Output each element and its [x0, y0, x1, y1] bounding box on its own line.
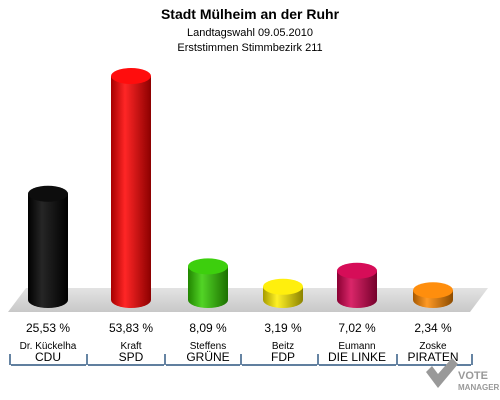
- party-label: GRÜNE: [186, 350, 229, 364]
- bar-die-linke: [337, 262, 377, 308]
- chart-title: Stadt Mülheim an der Ruhr: [161, 6, 340, 22]
- value-label: 2,34 %: [414, 321, 452, 335]
- bar-piraten: [413, 282, 453, 308]
- value-label: 3,19 %: [264, 321, 302, 335]
- bar-top: [28, 185, 68, 202]
- party-label: PIRATEN: [407, 350, 458, 364]
- value-label: 8,09 %: [189, 321, 227, 335]
- value-label: 53,83 %: [109, 321, 153, 335]
- candidate-label: Kraft: [120, 341, 141, 352]
- bar-body: [28, 193, 68, 308]
- bar-top: [263, 278, 303, 295]
- candidate-label: Zoske: [419, 341, 447, 352]
- bars-group: [28, 68, 453, 308]
- bar-fdp: [263, 278, 303, 308]
- bar-body: [111, 76, 151, 308]
- bar-top: [188, 258, 228, 275]
- candidate-label: Eumann: [338, 341, 375, 352]
- bar-body: [337, 270, 377, 308]
- chart-subtitle-date: Landtagswahl 09.05.2010: [187, 27, 313, 39]
- party-label: SPD: [119, 350, 144, 364]
- chart-subtitle-district: Erststimmen Stimmbezirk 211: [177, 42, 322, 54]
- candidate-label: Beitz: [272, 341, 294, 352]
- value-labels-group: 25,53 % 53,83 % 8,09 % 3,19 % 7,02 % 2,34 %: [26, 321, 452, 335]
- party-label: FDP: [271, 350, 295, 364]
- bar-top: [111, 68, 151, 84]
- bar-spd: [111, 68, 151, 308]
- value-label: 7,02 %: [338, 321, 376, 335]
- bar-body: [188, 266, 228, 308]
- bar-cdu: [28, 185, 68, 308]
- logo-text-vote: VOTE: [458, 370, 488, 382]
- candidate-label: Steffens: [190, 341, 227, 352]
- party-label: DIE LINKE: [328, 350, 386, 364]
- logo-check-icon: [426, 358, 458, 388]
- party-label: CDU: [35, 350, 61, 364]
- logo-text-manager: MANAGER: [458, 383, 500, 392]
- vote-manager-logo: VOTE MANAGER: [426, 358, 500, 392]
- bar-top: [413, 282, 453, 299]
- value-label: 25,53 %: [26, 321, 70, 335]
- bar-top: [337, 262, 377, 279]
- candidate-label: Dr. Kückelha: [20, 341, 77, 352]
- bar-gr-ne: [188, 258, 228, 308]
